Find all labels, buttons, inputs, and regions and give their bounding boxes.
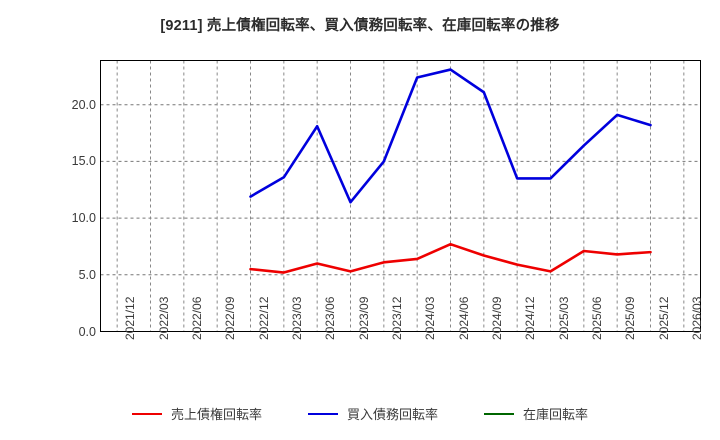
x-axis-tick-label: 2023/12 [389,296,404,340]
legend-label: 買入債務回転率 [346,407,438,422]
x-axis-tick-label: 2024/12 [523,296,538,340]
y-axis-tick-label: 0.0 [78,324,96,339]
legend-entry[interactable]: 在庫回転率 [484,404,588,423]
data-series-layer [249,68,652,274]
x-axis-tick-label: 2022/09 [223,296,238,340]
x-axis-tick-label: 2022/03 [156,296,171,340]
x-axis-tick-label: 2024/03 [423,296,438,340]
x-axis-tick-label: 2024/09 [489,296,504,340]
x-axis-tick-label: 2023/06 [323,296,338,340]
y-axis-labels: 0.0 5.0 10.0 15.0 20.0 [48,0,96,440]
legend-line-swatch [484,412,514,415]
chart-legend: 売上債権回転率 買入債務回転率 在庫回転率 [0,404,720,423]
series-line [249,242,652,274]
x-axis-tick-label: 2023/09 [356,296,371,340]
legend-line-swatch [307,412,338,415]
legend-line-swatch [131,412,162,415]
x-axis-tick-label: 2021/12 [123,296,138,340]
x-axis-tick-label: 2025/12 [656,296,671,340]
y-axis-tick-label: 20.0 [71,97,96,112]
x-axis-tick-label: 2022/12 [256,296,271,340]
chart-title: [9211] 売上債権回転率、買入債務回転率、在庫回転率の推移 [160,18,560,34]
x-axis-tick-label: 2025/06 [589,296,604,340]
legend-entry[interactable]: 買入債務回転率 [307,404,438,423]
y-axis-tick-label: 5.0 [78,267,96,282]
legend-label: 売上債権回転率 [170,407,262,422]
legend-label: 在庫回転率 [523,407,589,422]
legend-entry[interactable]: 売上債権回転率 [131,404,262,423]
x-axis-tick-label: 2022/06 [189,296,204,340]
x-axis-tick-label: 2026/03 [689,296,704,340]
x-axis-tick-label: 2025/03 [556,296,571,340]
plot-frame [100,60,701,332]
series-line [249,68,652,204]
x-axis-tick-label: 2023/03 [289,296,304,340]
x-axis-tick-label: 2024/06 [456,296,471,340]
y-axis-tick-label: 10.0 [71,211,96,226]
y-axis-tick-label: 15.0 [71,154,96,169]
x-axis-tick-label: 2025/09 [623,296,638,340]
